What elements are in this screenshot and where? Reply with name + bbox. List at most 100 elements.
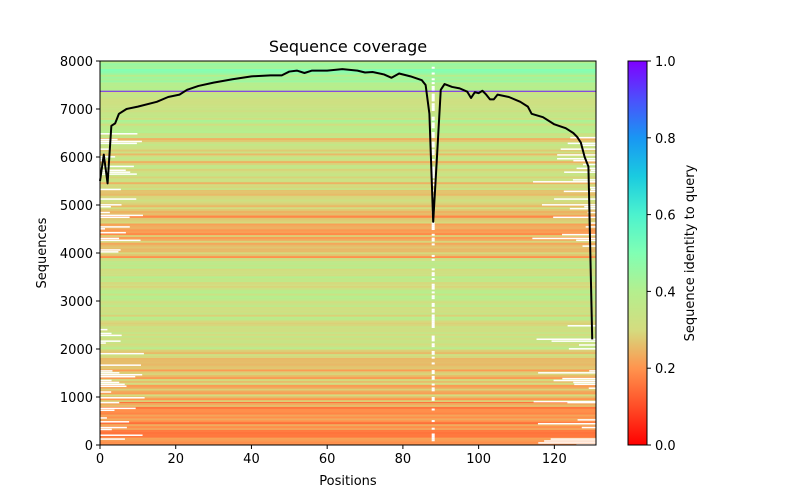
gap-segment <box>431 433 435 436</box>
gap-segment <box>100 372 120 374</box>
sequence-row <box>100 268 596 271</box>
gap-segment <box>431 124 435 127</box>
sequence-row <box>100 367 596 370</box>
sequence-row <box>100 270 596 273</box>
heatmap-area <box>100 61 596 445</box>
gap-segment <box>568 348 596 350</box>
sequence-row <box>100 78 596 81</box>
gap-segment <box>100 417 107 419</box>
gap-segment <box>431 145 435 148</box>
sequence-row <box>100 361 596 364</box>
sequence-row <box>100 113 596 117</box>
sequence-row <box>100 277 596 281</box>
gap-segment <box>431 153 435 156</box>
sequence-row <box>100 157 596 160</box>
sequence-row <box>100 234 596 237</box>
sequence-row <box>100 174 596 177</box>
gap-segment <box>100 188 121 191</box>
colorbar-axis: 0.0 0.2 0.4 0.6 0.8 1.0 <box>647 55 676 454</box>
sequence-row <box>100 145 596 148</box>
gap-segment <box>431 151 435 154</box>
gap-segment <box>431 174 435 177</box>
sequence-row <box>100 92 596 95</box>
gap-segment <box>431 322 435 325</box>
gap-segment <box>431 172 435 175</box>
sequence-row <box>100 396 596 399</box>
gap-segment <box>431 356 435 359</box>
gap-segment <box>582 163 596 166</box>
sequence-row <box>100 320 596 323</box>
sequence-row <box>100 229 596 232</box>
sequence-row <box>100 380 596 383</box>
sequence-row <box>100 98 596 101</box>
sequence-row <box>100 439 596 442</box>
sequence-row <box>100 129 596 132</box>
sequence-row <box>100 87 596 91</box>
gap-segment <box>100 391 112 393</box>
gap-segment <box>431 93 435 96</box>
sequence-row <box>100 232 596 236</box>
x-tick-label: 60 <box>319 452 336 467</box>
sequence-row <box>100 240 596 243</box>
sequence-row <box>100 399 596 403</box>
gap-segment <box>100 173 137 175</box>
sequence-row <box>100 427 596 430</box>
gap-segment <box>431 325 435 328</box>
gap-segment <box>100 228 106 230</box>
gap-segment <box>562 377 596 380</box>
sequence-row <box>100 219 596 222</box>
gap-segment <box>100 426 127 429</box>
sequence-row <box>100 94 596 97</box>
sequence-row <box>100 349 596 353</box>
gap-segment <box>585 226 596 228</box>
gap-segment <box>100 156 116 158</box>
chart-title: Sequence coverage <box>269 37 427 56</box>
sequence-row <box>100 102 596 105</box>
y-axis-label: Sequences <box>35 217 50 288</box>
gap-segment <box>431 99 435 102</box>
sequence-row <box>100 203 596 206</box>
sequence-row <box>100 316 596 319</box>
sequence-row <box>100 386 596 389</box>
sequence-row <box>100 353 596 357</box>
sequence-row <box>100 62 596 66</box>
gap-segment <box>431 375 435 378</box>
gap-segment <box>431 408 435 411</box>
gap-segment <box>431 387 435 390</box>
y-tick-label: 3000 <box>60 295 93 310</box>
sequence-row <box>100 297 596 300</box>
sequence-row <box>100 327 596 331</box>
gap-segment <box>431 420 435 423</box>
sequence-row <box>100 310 596 313</box>
sequence-row <box>100 155 596 158</box>
y-axis: 0 1000 2000 3000 4000 5000 6000 7000 8000 <box>60 55 100 454</box>
gap-segment <box>100 379 112 382</box>
sequence-row <box>100 70 596 73</box>
sequence-row <box>100 187 596 190</box>
sequence-row <box>100 109 596 113</box>
sequence-row <box>100 111 596 115</box>
sequence-row <box>100 205 596 208</box>
x-tick-label: 80 <box>395 452 412 467</box>
gap-segment <box>431 377 435 380</box>
sequence-row <box>100 272 596 275</box>
gap-segment <box>544 440 596 442</box>
gap-segment <box>100 352 144 355</box>
colorbar-tick-label: 0.2 <box>655 362 676 377</box>
sequence-row <box>100 221 596 224</box>
sequence-row <box>100 359 596 362</box>
gap-segment <box>100 334 122 337</box>
gap-segment <box>431 339 435 342</box>
sequence-row <box>100 416 596 419</box>
gap-segment <box>100 407 136 410</box>
sequence-row <box>100 384 596 387</box>
sequence-row <box>100 410 596 413</box>
gap-segment <box>431 95 435 98</box>
sequence-row <box>100 170 596 173</box>
gap-segment <box>570 136 596 139</box>
gap-segment <box>431 318 435 321</box>
gap-segment <box>431 107 435 110</box>
gap-segment <box>431 158 435 161</box>
sequence-row <box>100 139 596 142</box>
